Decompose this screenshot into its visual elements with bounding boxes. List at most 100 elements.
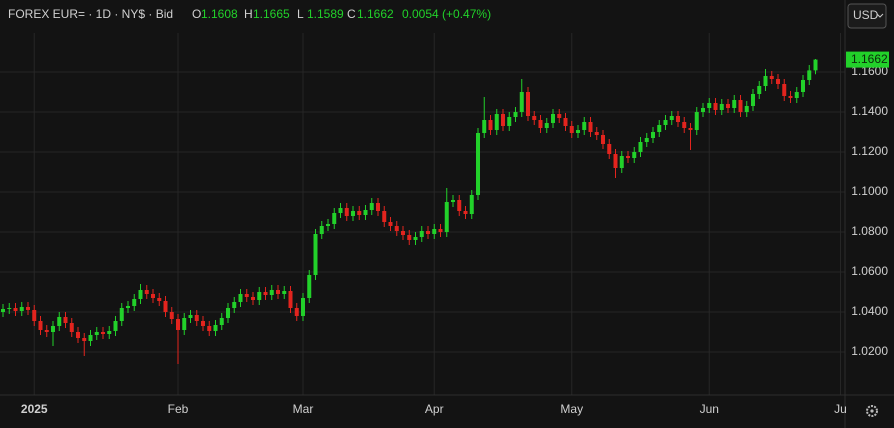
body bbox=[713, 103, 718, 110]
body bbox=[82, 338, 87, 341]
body bbox=[313, 234, 318, 275]
body bbox=[407, 235, 412, 240]
body bbox=[332, 213, 337, 224]
y-tick-label: 1.0800 bbox=[851, 224, 888, 238]
body bbox=[76, 332, 80, 338]
body bbox=[707, 103, 712, 108]
x-tick-label: Apr bbox=[425, 402, 444, 416]
currency-button[interactable]: USD bbox=[847, 3, 887, 29]
body bbox=[419, 231, 424, 237]
body bbox=[532, 116, 537, 120]
body bbox=[769, 76, 774, 79]
body bbox=[38, 321, 43, 330]
body bbox=[357, 211, 362, 215]
last-price: 1.1662 bbox=[851, 52, 888, 66]
body bbox=[663, 120, 668, 125]
body bbox=[557, 114, 562, 118]
body bbox=[682, 122, 687, 128]
body bbox=[344, 208, 349, 216]
body bbox=[207, 326, 212, 331]
body bbox=[351, 211, 355, 216]
body bbox=[451, 200, 455, 202]
body bbox=[644, 138, 649, 142]
settings[interactable] bbox=[866, 405, 878, 417]
chevron[interactable] bbox=[876, 13, 884, 18]
body bbox=[632, 152, 637, 158]
instrument: FOREX EUR= · 1D · NY$ · Bid bbox=[8, 7, 173, 21]
body bbox=[226, 308, 230, 318]
x-tick-label: May bbox=[560, 402, 583, 416]
y-tick-label: 1.0600 bbox=[851, 264, 888, 278]
body bbox=[232, 302, 237, 308]
last-price-tag bbox=[846, 51, 889, 68]
body bbox=[288, 291, 293, 308]
body bbox=[607, 144, 612, 154]
body bbox=[282, 291, 287, 294]
body bbox=[457, 200, 462, 211]
body bbox=[69, 323, 74, 332]
body bbox=[138, 290, 143, 299]
body bbox=[482, 120, 487, 133]
currency-button-frame[interactable] bbox=[847, 3, 887, 29]
body bbox=[51, 326, 55, 332]
ohlc-value: 1.1662 bbox=[357, 7, 394, 21]
change: 0.0054 (+0.47%) bbox=[402, 7, 491, 21]
candles bbox=[1, 59, 818, 364]
body bbox=[426, 231, 430, 234]
body bbox=[763, 76, 768, 86]
body bbox=[269, 290, 274, 295]
body bbox=[388, 222, 393, 226]
body bbox=[594, 132, 599, 135]
body bbox=[213, 325, 218, 331]
body bbox=[144, 290, 149, 294]
body bbox=[438, 229, 443, 232]
body bbox=[626, 156, 630, 158]
body bbox=[1, 309, 5, 312]
body bbox=[63, 317, 68, 323]
body bbox=[563, 118, 568, 126]
body bbox=[757, 86, 762, 94]
body bbox=[188, 315, 193, 318]
body bbox=[19, 307, 24, 311]
ohlc-label: O bbox=[192, 7, 201, 21]
body bbox=[501, 114, 505, 126]
body bbox=[257, 292, 262, 300]
ohlc-value: 1.1665 bbox=[253, 7, 290, 21]
y-tick-label: 1.0200 bbox=[851, 344, 888, 358]
body bbox=[526, 92, 530, 116]
body bbox=[338, 208, 343, 213]
body bbox=[107, 331, 112, 334]
body bbox=[238, 294, 243, 302]
body bbox=[801, 80, 805, 92]
currency[interactable]: USD bbox=[853, 8, 879, 22]
body bbox=[463, 211, 468, 214]
body bbox=[413, 237, 418, 240]
body bbox=[319, 226, 324, 234]
body bbox=[619, 156, 624, 168]
body bbox=[738, 100, 743, 112]
body bbox=[651, 132, 655, 138]
body bbox=[507, 117, 512, 126]
body bbox=[432, 229, 437, 234]
y-tick-label: 1.0400 bbox=[851, 304, 888, 318]
body bbox=[219, 318, 224, 325]
body bbox=[444, 202, 449, 232]
body bbox=[263, 292, 268, 295]
body bbox=[476, 133, 480, 195]
gear[interactable] bbox=[866, 405, 878, 417]
body bbox=[732, 100, 737, 108]
grid bbox=[0, 33, 845, 395]
body bbox=[101, 332, 105, 334]
y-tick-label: 1.1600 bbox=[851, 64, 888, 78]
body bbox=[694, 112, 699, 130]
body bbox=[294, 308, 299, 316]
body bbox=[363, 210, 368, 215]
body bbox=[469, 195, 474, 214]
gear-hub[interactable] bbox=[870, 409, 874, 413]
body bbox=[519, 92, 524, 112]
body bbox=[201, 321, 205, 326]
body bbox=[94, 332, 99, 335]
body bbox=[13, 308, 18, 311]
body bbox=[582, 122, 587, 130]
